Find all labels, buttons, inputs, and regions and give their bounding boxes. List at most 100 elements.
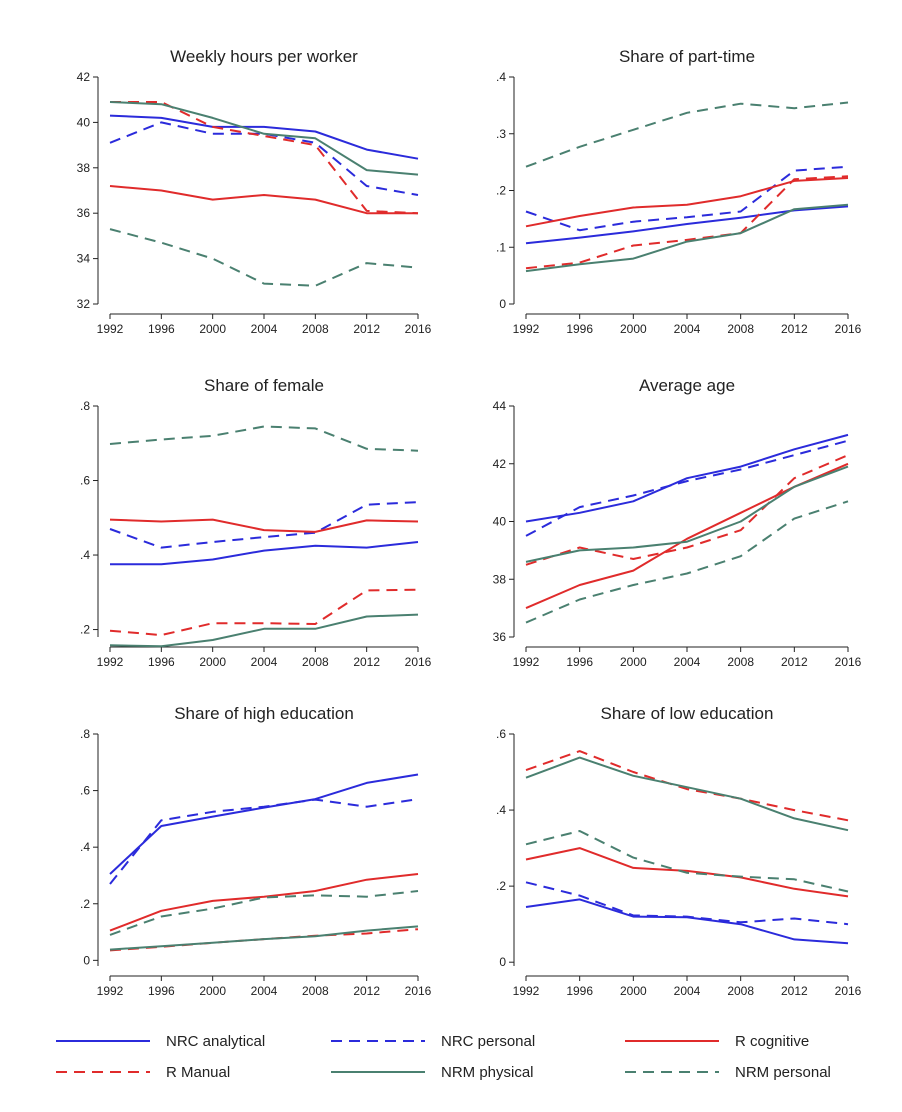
x-tick-label: 2012 [353, 322, 380, 336]
x-tick-label: 2008 [727, 984, 754, 998]
series-line-nrm-personal [525, 500, 849, 624]
y-tick-label: .6 [496, 727, 506, 741]
series-line-nrc-analytical [525, 433, 849, 523]
series-line-r-cognitive [109, 873, 419, 932]
x-tick-label: 2004 [674, 984, 701, 998]
y-tick-label: 42 [493, 457, 507, 471]
x-tick-label: 2008 [302, 655, 329, 669]
y-tick-label: 40 [493, 515, 507, 529]
series-line-nrm-physical [525, 203, 849, 273]
x-tick-label: 2004 [674, 655, 701, 669]
y-tick-label: .2 [496, 879, 506, 893]
x-tick-label: 1996 [566, 322, 593, 336]
x-tick-label: 2000 [199, 984, 226, 998]
x-tick-label: 2004 [674, 322, 701, 336]
x-tick-label: 1992 [513, 322, 540, 336]
x-tick-label: 2012 [781, 655, 808, 669]
x-tick-label: 2016 [405, 322, 432, 336]
x-tick-label: 2016 [405, 984, 432, 998]
y-tick-label: 40 [77, 115, 91, 129]
legend-label: NRC personal [441, 1033, 535, 1050]
y-tick-label: .2 [80, 897, 90, 911]
x-tick-label: 1992 [97, 984, 124, 998]
x-tick-label: 2012 [353, 984, 380, 998]
series-line-nrm-physical [525, 465, 849, 563]
x-tick-label: 2008 [727, 655, 754, 669]
legend-item: NRM physical [331, 1064, 534, 1081]
panel-title: Average age [639, 376, 735, 395]
series-line-nrm-physical [109, 613, 419, 648]
legend-item: NRC personal [331, 1033, 535, 1050]
panel-title: Weekly hours per worker [170, 47, 358, 66]
x-tick-label: 1996 [148, 322, 175, 336]
series-line-nrc-personal [525, 439, 849, 537]
x-tick-label: 1996 [566, 984, 593, 998]
x-tick-label: 2008 [727, 322, 754, 336]
x-tick-label: 2000 [620, 322, 647, 336]
series-line-r-cognitive [525, 847, 849, 898]
x-tick-label: 2016 [835, 322, 862, 336]
x-tick-label: 2000 [620, 984, 647, 998]
legend-item: NRM personal [625, 1064, 831, 1081]
legend-label: NRM physical [441, 1064, 534, 1081]
y-tick-label: .4 [80, 548, 90, 562]
series-line-nrm-personal [109, 890, 419, 936]
y-tick-label: 32 [77, 297, 91, 311]
panel-title: Share of high education [174, 704, 354, 723]
y-tick-label: .2 [496, 184, 506, 198]
x-tick-label: 2000 [199, 655, 226, 669]
x-tick-label: 2016 [835, 655, 862, 669]
x-tick-label: 1992 [97, 655, 124, 669]
series-line-nrc-analytical [109, 114, 419, 160]
y-tick-label: 0 [499, 955, 506, 969]
series-line-nrc-analytical [110, 541, 419, 566]
x-tick-label: 2004 [251, 655, 278, 669]
series-line-nrm-personal [109, 228, 419, 287]
series-line-nrm-personal [525, 101, 849, 168]
legend-item: R cognitive [625, 1033, 809, 1050]
y-tick-label: .8 [80, 727, 90, 741]
series-line-nrc-personal [109, 798, 419, 885]
panel-3: Share of female .2 .4 .6 .8 1992 1996 2000 2004 2… [80, 376, 432, 669]
y-tick-label: 36 [77, 206, 91, 220]
y-tick-label: 0 [499, 297, 506, 311]
x-tick-label: 1992 [97, 322, 124, 336]
legend-label: NRM personal [735, 1064, 831, 1081]
legend: NRC analytical NRC personal R cognitive R M… [56, 1033, 831, 1081]
x-tick-label: 2000 [620, 655, 647, 669]
legend-item: NRC analytical [56, 1033, 265, 1050]
x-tick-label: 2012 [353, 655, 380, 669]
series-line-nrm-personal [525, 830, 849, 893]
series-line-nrm-physical [525, 756, 849, 832]
y-tick-label: .8 [80, 399, 90, 413]
series-line-nrc-analytical [525, 205, 849, 245]
panel-2: Share of part-time 0 .1 .2 .3 .4 1992 1996 2000 2… [496, 47, 862, 336]
series-line-nrc-analytical [109, 773, 419, 875]
y-tick-label: 36 [493, 630, 507, 644]
series-line-nrm-personal [109, 425, 419, 452]
series-line-r-manual [110, 101, 419, 215]
panel-1: Weekly hours per worker 32 34 36 38 40 42 1992 1… [77, 47, 432, 336]
y-tick-label: 38 [77, 161, 91, 175]
panel-title: Share of part-time [619, 47, 755, 66]
series-line-r-manual [525, 750, 849, 822]
panel-title: Share of low education [601, 704, 774, 723]
x-tick-label: 1996 [566, 655, 593, 669]
x-tick-label: 1996 [148, 655, 175, 669]
y-tick-label: .4 [80, 840, 90, 854]
series-line-nrm-physical [109, 925, 419, 951]
panel-6: Share of low education 0 .2 .4 .6 1992 1996 200… [496, 704, 862, 998]
x-tick-label: 2000 [199, 322, 226, 336]
x-tick-label: 2016 [835, 984, 862, 998]
y-tick-label: .4 [496, 70, 506, 84]
series-line-nrc-personal [109, 501, 419, 549]
y-tick-label: .3 [496, 127, 506, 141]
series-line-nrm-physical [109, 101, 419, 176]
y-tick-label: .1 [496, 240, 506, 254]
y-tick-label: .6 [80, 474, 90, 488]
series-line-nrc-personal [525, 881, 849, 926]
y-tick-label: .4 [496, 803, 506, 817]
series-line-r-cognitive [109, 518, 419, 533]
